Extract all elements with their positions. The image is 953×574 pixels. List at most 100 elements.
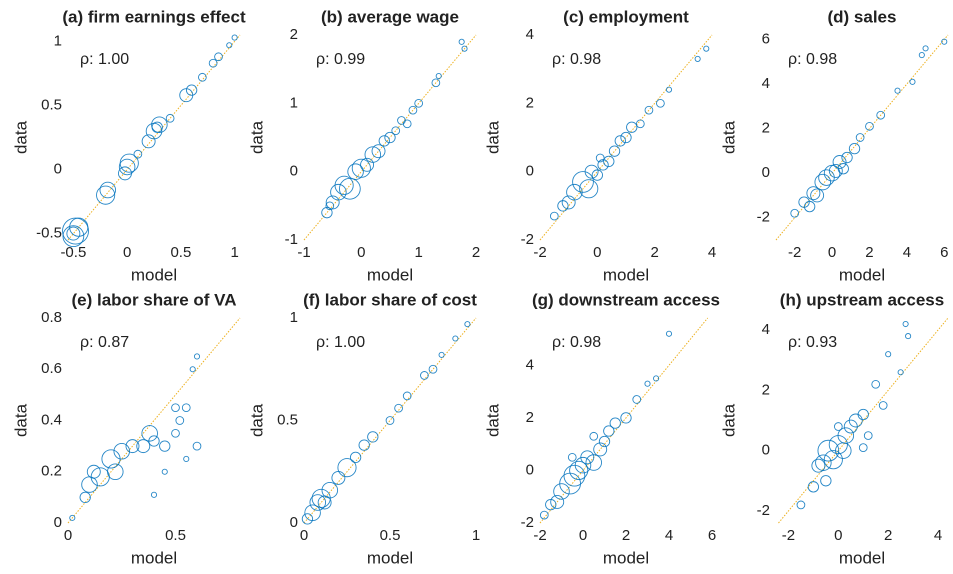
y-tick-label: 1	[290, 309, 298, 326]
bubble	[614, 135, 626, 147]
bubble	[865, 122, 874, 131]
bubble	[151, 116, 168, 133]
x-tick-label: 0.5	[170, 244, 191, 261]
bubble	[858, 443, 868, 452]
bubble	[360, 157, 375, 172]
panel-title: (h) upstream access	[780, 290, 944, 309]
bubble	[171, 428, 180, 438]
bubble	[832, 155, 847, 169]
reference-line	[778, 317, 949, 524]
bubble	[941, 38, 948, 45]
bubble	[402, 119, 412, 129]
bubble	[461, 45, 468, 52]
x-tick-label: -2	[533, 244, 546, 261]
bubble	[653, 375, 660, 382]
bubble	[878, 401, 888, 410]
bubble	[644, 380, 651, 387]
panel: (d) sales model data -2 0 2 4 6 -2 0 2 4 6 ρ: 0.98	[719, 7, 948, 284]
bubble	[136, 439, 151, 454]
x-tick-label: 0	[579, 527, 587, 544]
y-tick-label: 0	[526, 461, 534, 478]
bubble	[790, 208, 800, 218]
annotation: ρ: 0.87	[80, 334, 129, 351]
bubble	[563, 464, 586, 487]
bubble	[815, 454, 832, 471]
x-tick-label: 0	[593, 244, 601, 261]
x-tick-label: 0	[300, 527, 308, 544]
bubble	[198, 72, 207, 82]
bubble	[897, 369, 904, 376]
bubble	[818, 169, 835, 186]
bubble	[464, 321, 471, 328]
bubble	[905, 333, 912, 340]
bubble	[828, 163, 843, 178]
y-tick-label: 0	[54, 161, 62, 178]
y-tick-label: 0.4	[41, 411, 62, 428]
y-tick-label: 0	[54, 514, 62, 531]
x-tick-label: 4	[934, 527, 942, 544]
x-tick-label: 1	[472, 527, 480, 544]
panel: (h) upstream access model data -2 0 2 4 -2 0 2 4 ρ:…	[719, 290, 949, 567]
bubble	[151, 121, 163, 133]
annotation: ρ: 0.98	[552, 51, 601, 68]
y-axis-label: data	[719, 120, 738, 154]
y-tick-label: 0	[762, 164, 770, 181]
bubble	[311, 488, 331, 508]
panel-title: (d) sales	[828, 7, 897, 26]
bubble	[595, 153, 605, 163]
bubble	[857, 408, 869, 421]
bubble	[626, 121, 638, 133]
x-tick-label: 4	[903, 244, 911, 261]
bubble	[96, 185, 116, 205]
bubble	[580, 450, 595, 465]
bubble	[841, 151, 853, 164]
x-tick-label: 6	[708, 527, 716, 544]
bubble	[579, 179, 599, 199]
y-tick-label: 1	[54, 32, 62, 49]
bubble	[189, 366, 196, 373]
bubble	[848, 413, 863, 428]
bubble	[181, 403, 191, 413]
reference-line	[539, 317, 709, 524]
y-tick-label: 1	[290, 94, 298, 111]
bubble	[620, 412, 632, 424]
y-tick-label: 0.5	[41, 96, 62, 113]
bubble	[431, 78, 441, 88]
bubble	[159, 440, 171, 452]
x-tick-label: 1	[230, 244, 238, 261]
reference-line	[67, 317, 241, 524]
bubble	[391, 126, 401, 136]
bubble	[703, 45, 710, 52]
x-tick-label: 0.5	[165, 527, 186, 544]
bubble	[902, 320, 909, 328]
bubble	[367, 431, 379, 443]
bubble	[837, 163, 849, 175]
bubble	[848, 142, 861, 155]
bubble	[553, 483, 570, 500]
bubble	[550, 495, 565, 509]
bubble	[569, 460, 589, 480]
x-tick-label: 1	[414, 244, 422, 261]
bubble	[804, 200, 816, 213]
bubble	[325, 201, 335, 211]
x-tick-label: 0	[834, 527, 842, 544]
y-tick-label: 0	[290, 163, 298, 180]
bubble	[231, 34, 238, 41]
bubble	[185, 84, 198, 96]
bubble	[99, 181, 117, 199]
y-tick-label: -1	[285, 231, 298, 248]
y-axis-label: data	[719, 403, 738, 437]
bubble	[301, 513, 314, 525]
bubble	[603, 425, 615, 437]
bubble	[574, 456, 592, 474]
reference-line	[303, 34, 477, 241]
bubble	[796, 500, 806, 510]
bubble	[309, 494, 327, 511]
bubble	[183, 455, 190, 462]
x-tick-label: -0.5	[60, 244, 86, 261]
bubble	[384, 131, 396, 144]
x-axis-label: model	[839, 265, 885, 284]
y-tick-label: 0	[526, 163, 534, 180]
y-tick-label: 2	[526, 94, 534, 111]
bubble	[589, 431, 599, 441]
